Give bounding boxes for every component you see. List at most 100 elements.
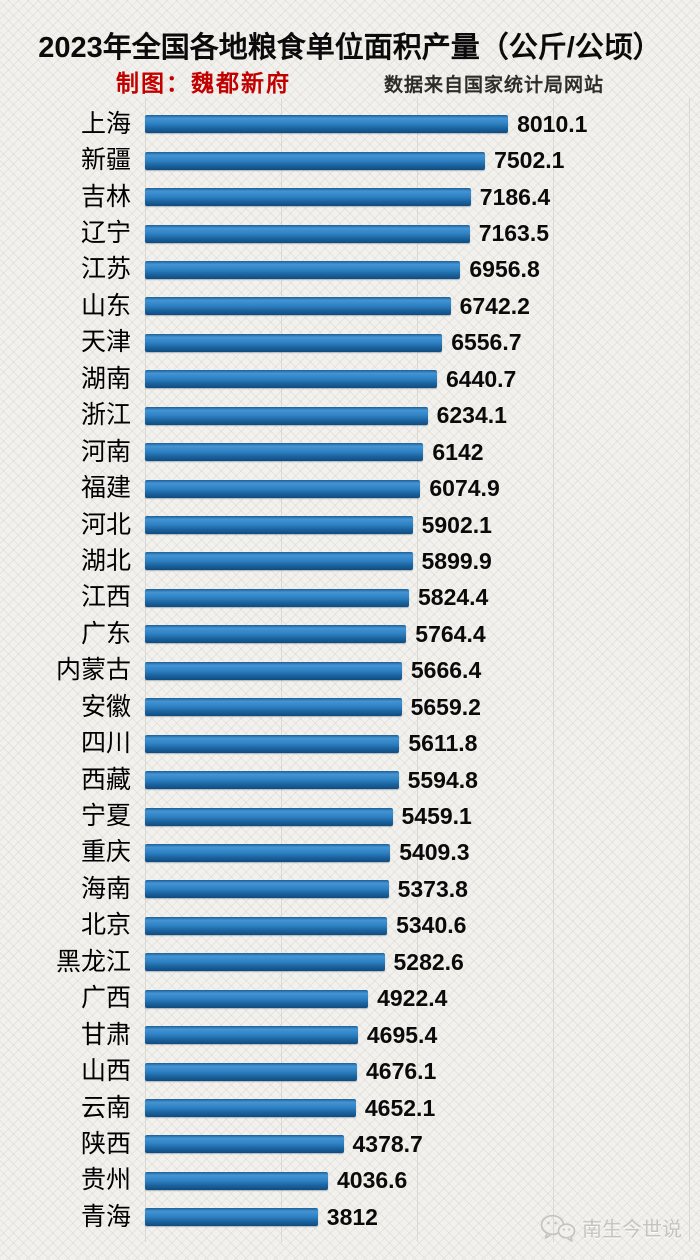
value-label: 6142	[432, 438, 484, 465]
category-label: 青海	[80, 1203, 131, 1231]
value-label: 4652.1	[364, 1094, 436, 1121]
bar-track: 6142	[145, 439, 700, 466]
category-label: 吉林	[80, 183, 131, 211]
chart-row: 新疆 7502.1	[0, 142, 700, 178]
gridline	[689, 98, 690, 1242]
bar-track: 4036.6	[145, 1167, 700, 1194]
bar	[145, 297, 451, 316]
bar	[145, 1135, 344, 1154]
chart-row: 海南 5373.8	[0, 871, 700, 907]
value-label: 5902.1	[421, 511, 492, 538]
chart-row: 西藏 5594.8	[0, 762, 700, 798]
value-label: 5340.6	[396, 912, 467, 939]
bar	[145, 771, 399, 790]
value-label: 4036.6	[337, 1167, 408, 1194]
value-label: 5373.8	[397, 875, 468, 902]
bar	[145, 661, 402, 680]
bar-track: 7163.5	[145, 220, 700, 247]
source-label: 数据来自国家统计局网站	[384, 75, 605, 96]
bar	[145, 516, 413, 535]
chart-title: 2023年全国各地粮食单位面积产量（公斤/公顷）	[38, 32, 662, 64]
value-label: 8010.1	[517, 110, 588, 137]
value-label: 4922.4	[377, 985, 448, 1012]
bar	[145, 260, 461, 279]
bar	[145, 370, 437, 389]
chart-row: 宁夏 5459.1	[0, 798, 700, 834]
chart-row: 四川 5611.8	[0, 725, 700, 761]
category-label: 辽宁	[80, 220, 131, 248]
bar-track: 5611.8	[145, 730, 700, 757]
chart-row: 天津 6556.7	[0, 325, 700, 361]
bar	[145, 625, 407, 644]
bar	[145, 188, 471, 207]
category-label: 甘肃	[80, 1021, 131, 1049]
chart-row: 河南 6142	[0, 434, 700, 470]
category-label: 山西	[80, 1058, 131, 1086]
value-label: 5764.4	[415, 620, 486, 647]
chart-row: 江苏 6956.8	[0, 252, 700, 288]
category-label: 湖北	[80, 547, 131, 575]
plot-area: 上海 8010.1 新疆 7502.1 吉林 7186.4 辽宁 7163.5 江苏 6956.8…	[0, 98, 700, 1242]
value-label: 5899.9	[421, 547, 492, 574]
bar-track: 7186.4	[145, 184, 700, 211]
bar	[145, 1099, 356, 1118]
value-label: 6440.7	[446, 365, 517, 392]
chart-row: 辽宁 7163.5	[0, 215, 700, 251]
bar-track: 5409.3	[145, 839, 700, 866]
category-label: 广东	[80, 620, 131, 648]
value-label: 5666.4	[410, 657, 482, 684]
bar	[145, 989, 369, 1008]
chart-row: 湖南 6440.7	[0, 361, 700, 397]
chart-row: 山西 4676.1	[0, 1053, 700, 1089]
bar	[145, 953, 385, 972]
bar-track: 5824.4	[145, 584, 700, 611]
value-label: 5611.8	[408, 730, 478, 757]
category-label: 北京	[80, 912, 131, 940]
bar-track: 5659.2	[145, 694, 700, 721]
bar	[145, 151, 486, 170]
chart-row: 内蒙古 5666.4	[0, 653, 700, 689]
bar-track: 6956.8	[145, 256, 700, 283]
category-label: 江西	[80, 584, 131, 612]
bar	[145, 443, 424, 462]
bar	[145, 807, 393, 826]
chart-row: 福建 6074.9	[0, 470, 700, 506]
chart-row: 吉林 7186.4	[0, 179, 700, 215]
value-label: 4695.4	[366, 1021, 438, 1048]
category-label: 宁夏	[80, 803, 131, 831]
category-label: 福建	[80, 475, 131, 503]
bar-track: 6556.7	[145, 329, 700, 356]
gridline	[417, 98, 418, 1242]
chart-row: 青海 3812	[0, 1199, 700, 1235]
value-label: 7186.4	[479, 183, 551, 210]
chart-row: 江西 5824.4	[0, 580, 700, 616]
bar	[145, 1208, 318, 1227]
bar-track: 5282.6	[145, 949, 700, 976]
bar	[145, 880, 389, 899]
category-label: 江苏	[80, 256, 131, 284]
value-label: 5659.2	[410, 693, 481, 720]
category-label: 云南	[80, 1094, 131, 1122]
bar-track: 6440.7	[145, 366, 700, 393]
bar	[145, 843, 391, 862]
bar	[145, 479, 421, 498]
bar	[145, 1062, 357, 1081]
chart-row: 黑龙江 5282.6	[0, 944, 700, 980]
chart-row: 广东 5764.4	[0, 616, 700, 652]
bar-track: 6234.1	[145, 402, 700, 429]
category-label: 湖南	[80, 365, 131, 393]
bar	[145, 333, 443, 352]
value-label: 4676.1	[366, 1058, 437, 1085]
chart-row: 河北 5902.1	[0, 507, 700, 543]
watermark: 南生今世说	[540, 1213, 682, 1242]
chart-row: 上海 8010.1	[0, 106, 700, 142]
category-label: 安徽	[80, 693, 131, 721]
category-label: 上海	[80, 110, 131, 138]
bar	[145, 552, 413, 571]
chart-row: 重庆 5409.3	[0, 835, 700, 871]
chart-row: 湖北 5899.9	[0, 543, 700, 579]
category-label: 重庆	[80, 839, 131, 867]
value-label: 7502.1	[494, 147, 565, 174]
chart-row: 山东 6742.2	[0, 288, 700, 324]
